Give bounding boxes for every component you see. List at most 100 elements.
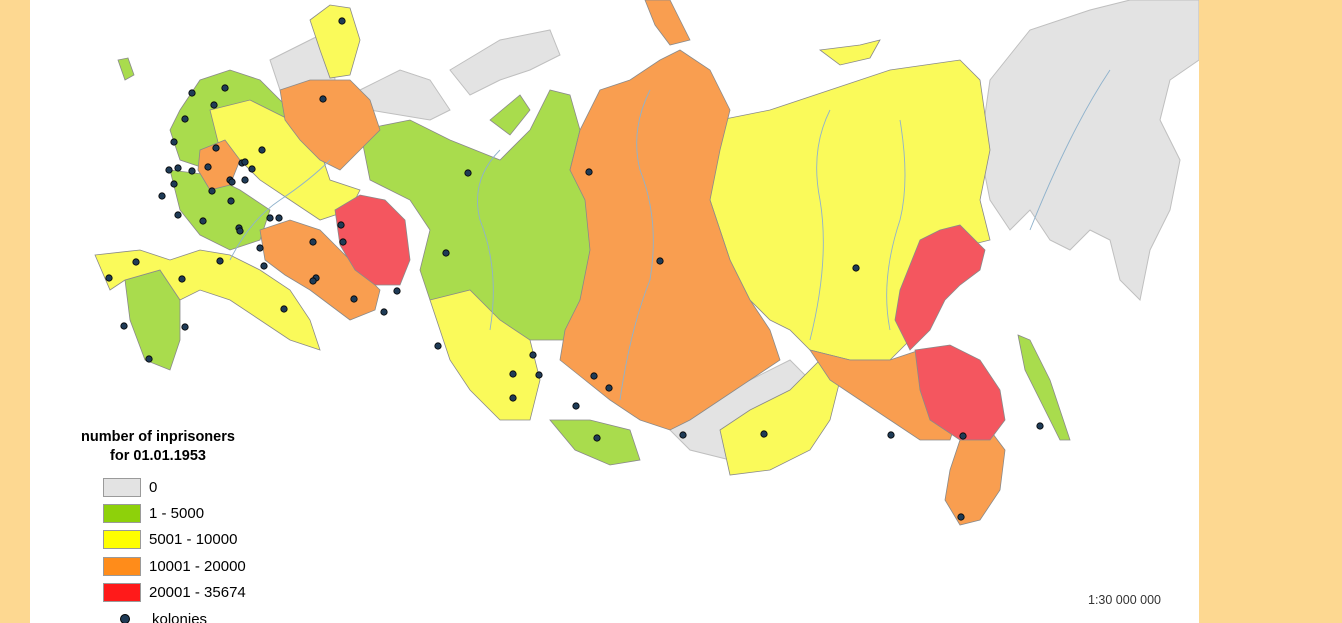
colony-dot bbox=[228, 178, 236, 186]
region-taimyr-orange bbox=[644, 0, 691, 46]
colony-dot bbox=[852, 264, 860, 272]
region-south-yellow bbox=[94, 249, 321, 351]
colony-dot bbox=[132, 258, 140, 266]
region-ural-red bbox=[334, 194, 411, 286]
legend-label-2: 5001 - 10000 bbox=[149, 530, 238, 548]
colony-dot bbox=[158, 192, 166, 200]
region-chukotka bbox=[979, 0, 1199, 302]
colony-dot bbox=[339, 238, 347, 246]
colony-dot bbox=[145, 355, 153, 363]
colony-dot bbox=[535, 371, 543, 379]
colony-dot bbox=[656, 257, 664, 265]
region-krasnoyarsk-orange bbox=[559, 49, 781, 431]
colony-dot bbox=[509, 370, 517, 378]
legend-label-colonies: kolonies bbox=[152, 610, 208, 623]
colony-dot bbox=[204, 163, 212, 171]
colony-dot bbox=[275, 214, 283, 222]
colony-dot bbox=[605, 384, 613, 392]
legend-swatch-4 bbox=[103, 582, 141, 602]
legend-label-3: 10001 - 20000 bbox=[149, 557, 246, 575]
colony-dot bbox=[170, 180, 178, 188]
colony-dots bbox=[105, 17, 1044, 521]
colony-dot bbox=[120, 322, 128, 330]
colony-dot bbox=[188, 167, 196, 175]
colony-dot bbox=[590, 372, 598, 380]
colony-dot bbox=[181, 115, 189, 123]
colony-dot bbox=[760, 430, 768, 438]
colony-dot bbox=[509, 394, 517, 402]
legend-label-4: 20001 - 35674 bbox=[149, 583, 246, 601]
region-sakhalin-green bbox=[1017, 334, 1071, 441]
colony-dot bbox=[174, 164, 182, 172]
region-magadan-red bbox=[894, 224, 986, 351]
colony-dot bbox=[309, 238, 317, 246]
colony-dot bbox=[210, 101, 218, 109]
legend-item-2: 5001 - 10000 bbox=[103, 529, 237, 549]
colony-dot bbox=[1036, 422, 1044, 430]
region-grey-arctic bbox=[359, 69, 451, 121]
colony-dot bbox=[434, 342, 442, 350]
scale-text: 1:30 000 000 bbox=[1088, 593, 1161, 607]
region-murmansk-yellow bbox=[309, 4, 361, 79]
region-khabarovsk-red bbox=[914, 344, 1006, 441]
legend-swatch-2 bbox=[103, 529, 141, 549]
colony-dot bbox=[679, 431, 687, 439]
colony-dot bbox=[442, 249, 450, 257]
colony-dot bbox=[105, 274, 113, 282]
colony-dot bbox=[216, 257, 224, 265]
colony-dot bbox=[393, 287, 401, 295]
legend-swatch-3 bbox=[103, 556, 141, 576]
colony-dot bbox=[241, 158, 249, 166]
region-altai-green bbox=[549, 419, 641, 466]
colony-dot bbox=[266, 214, 274, 222]
colony-dot bbox=[248, 165, 256, 173]
colony-dot bbox=[165, 166, 173, 174]
colony-dot bbox=[529, 351, 537, 359]
colony-dot bbox=[338, 17, 346, 25]
colony-dot bbox=[241, 176, 249, 184]
colony-dot bbox=[208, 187, 216, 195]
colony-dot bbox=[258, 146, 266, 154]
colony-dot bbox=[464, 169, 472, 177]
legend-item-colonies: kolonies bbox=[103, 609, 207, 623]
colony-dot bbox=[181, 323, 189, 331]
colony-dot bbox=[256, 244, 264, 252]
map-frame: number of inprisoners for 01.01.1953 0 1… bbox=[30, 0, 1199, 623]
region-kaliningrad-green bbox=[117, 57, 135, 81]
legend-swatch-0 bbox=[103, 477, 141, 497]
colony-dot bbox=[227, 197, 235, 205]
colony-dot bbox=[309, 277, 317, 285]
colony-dot bbox=[199, 217, 207, 225]
legend-label-1: 1 - 5000 bbox=[149, 504, 205, 522]
colony-dot bbox=[212, 144, 220, 152]
colony-dot bbox=[178, 275, 186, 283]
colony-dot bbox=[572, 402, 580, 410]
legend-label-0: 0 bbox=[149, 478, 158, 496]
colony-dot-icon bbox=[120, 614, 130, 623]
russia-region-map bbox=[94, 0, 1199, 526]
colony-dot bbox=[280, 305, 288, 313]
legend-title-line1: number of inprisoners bbox=[81, 429, 235, 445]
colony-dot bbox=[887, 431, 895, 439]
legend-title: number of inprisoners for 01.01.1953 bbox=[58, 428, 258, 466]
colony-dot bbox=[337, 221, 345, 229]
region-volga-orange bbox=[259, 219, 381, 321]
legend-item-3: 10001 - 20000 bbox=[103, 556, 246, 576]
region-kazakh-border-yellow bbox=[429, 289, 541, 421]
region-komi-orange bbox=[279, 79, 381, 171]
rivers bbox=[229, 69, 1111, 401]
region-chita-yellow bbox=[719, 359, 841, 476]
colony-dot bbox=[174, 211, 182, 219]
legend-item-1: 1 - 5000 bbox=[103, 503, 204, 523]
region-primorye-orange bbox=[944, 429, 1006, 526]
colony-dot bbox=[188, 89, 196, 97]
colony-dot bbox=[593, 434, 601, 442]
legend-swatch-1 bbox=[103, 503, 141, 523]
legend-title-line2: for 01.01.1953 bbox=[110, 448, 206, 464]
colony-dot bbox=[350, 295, 358, 303]
colony-dot bbox=[260, 262, 268, 270]
region-island-yellow bbox=[818, 39, 881, 66]
legend-item-4: 20001 - 35674 bbox=[103, 582, 246, 602]
colony-dot bbox=[380, 308, 388, 316]
colony-dot bbox=[170, 138, 178, 146]
